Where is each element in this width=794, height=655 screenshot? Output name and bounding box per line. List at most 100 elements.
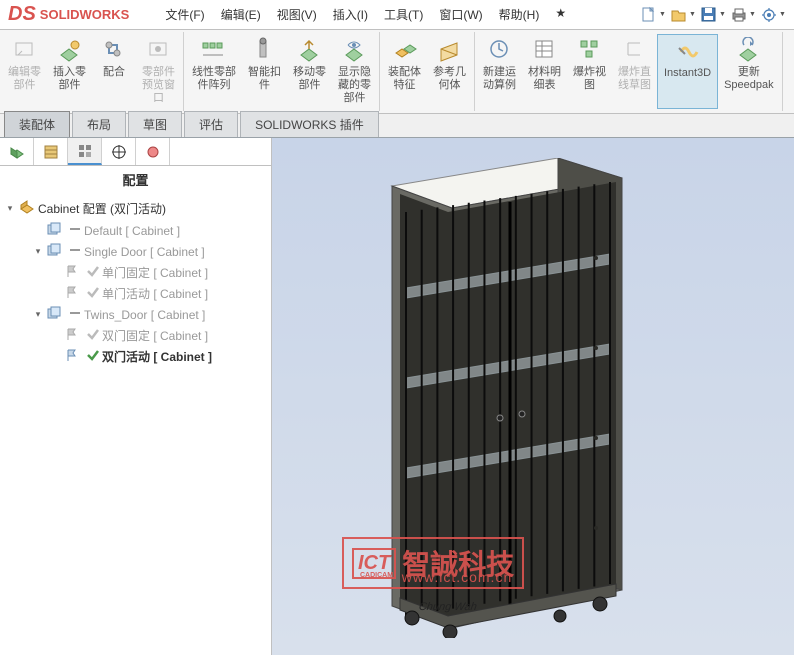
smart-icon xyxy=(251,36,279,64)
tree-item[interactable]: Default [ Cabinet ] xyxy=(4,220,267,241)
menu-7[interactable]: ★ xyxy=(547,6,574,23)
ribbon-group: 新建运动算例材料明细表爆炸视图爆炸直线草图 Instant3D 更新Speedpak xyxy=(475,32,783,111)
ribbon-label: 新建运动算例 xyxy=(483,66,516,92)
expline-icon xyxy=(621,36,649,64)
tab-草图[interactable]: 草图 xyxy=(128,111,182,137)
print-button[interactable]: ▼ xyxy=(728,2,758,28)
ribbon-label: 智能扣件 xyxy=(248,66,281,92)
ribbon-linear-button[interactable]: 线性零部件阵列 xyxy=(186,34,242,109)
asm-icon xyxy=(391,36,419,64)
tree-item[interactable]: ▾Twins_Door [ Cabinet ] xyxy=(4,304,267,325)
quick-access-toolbar: ▼ ▼ ▼ ▼ ▼ xyxy=(638,2,794,28)
tree-item[interactable]: 双门活动 [ Cabinet ] xyxy=(4,346,267,367)
ribbon-mate-button[interactable]: 配合 xyxy=(92,34,136,109)
showhide-icon xyxy=(341,36,369,64)
menu-3[interactable]: 插入(I) xyxy=(325,6,376,23)
tree-item[interactable]: 双门固定 [ Cabinet ] xyxy=(4,325,267,346)
ribbon-bom-button[interactable]: 材料明细表 xyxy=(522,34,567,109)
assembly-icon xyxy=(19,199,35,218)
ribbon-asm-button[interactable]: 装配体特征 xyxy=(382,34,427,109)
tab-评估[interactable]: 评估 xyxy=(184,111,238,137)
watermark: ICT CADICAM 智誠科技 www.ict.com.cn xyxy=(342,537,524,589)
ribbon-group: 编辑零部件插入零部件配合 零部件预览窗口 xyxy=(0,32,184,111)
edit-icon xyxy=(11,36,39,64)
tree-item[interactable]: 单门活动 [ Cabinet ] xyxy=(4,283,267,304)
panel-tab-assembly[interactable] xyxy=(0,138,34,165)
config-icon xyxy=(47,243,63,260)
config-icon xyxy=(47,222,63,239)
app-name: SOLIDWORKS xyxy=(40,7,130,22)
panel-tabs xyxy=(0,138,271,166)
ribbon-expline-button[interactable]: 爆炸直线草图 xyxy=(612,34,657,109)
refgeo-icon xyxy=(436,36,464,64)
options-button[interactable]: ▼ xyxy=(758,2,788,28)
tab-布局[interactable]: 布局 xyxy=(72,111,126,137)
ribbon-label: 更新Speedpak xyxy=(724,66,774,92)
watermark-logo: ICT CADICAM xyxy=(352,548,396,579)
panel-tab-config[interactable] xyxy=(68,138,102,165)
graphics-viewport[interactable]: Chung Wah ICT CADICAM 智誠科技 www.ict.com.c… xyxy=(272,138,794,655)
expand-icon[interactable]: ▾ xyxy=(32,309,44,320)
ribbon-label: 爆炸视图 xyxy=(573,66,606,92)
watermark-url: www.ict.com.cn xyxy=(402,569,512,585)
ribbon-group: 装配体特征参考几何体 xyxy=(380,32,475,111)
explode-icon xyxy=(576,36,604,64)
new-doc-button[interactable]: ▼ xyxy=(638,2,668,28)
ribbon-label: 编辑零部件 xyxy=(8,66,41,92)
ribbon-showhide-button[interactable]: 显示隐藏的零部件 xyxy=(332,34,377,109)
open-doc-button[interactable]: ▼ xyxy=(668,2,698,28)
ribbon-spk-button[interactable]: 更新Speedpak xyxy=(718,34,780,109)
tree-label: Single Door [ Cabinet ] xyxy=(84,245,205,259)
ribbon-smart-button[interactable]: 智能扣件 xyxy=(242,34,287,109)
config-tree: ▾ Cabinet 配置 (双门活动) Default [ Cabinet ]▾… xyxy=(0,193,271,371)
tab-SOLIDWORKS 插件[interactable]: SOLIDWORKS 插件 xyxy=(240,111,379,137)
ribbon-toolbar: 编辑零部件插入零部件配合 零部件预览窗口线性零部件阵列智能扣件移动零部件显示隐藏的… xyxy=(0,30,794,114)
ribbon-motion-button[interactable]: 新建运动算例 xyxy=(477,34,522,109)
ribbon-insert-button[interactable]: 插入零部件 xyxy=(47,34,92,109)
mate-icon xyxy=(100,36,128,64)
ribbon-preview-button[interactable]: 零部件预览窗口 xyxy=(136,34,181,109)
ribbon-label: 参考几何体 xyxy=(433,66,466,92)
panel-tab-appearance[interactable] xyxy=(136,138,170,165)
menu-0[interactable]: 文件(F) xyxy=(157,6,212,23)
tab-装配体[interactable]: 装配体 xyxy=(4,111,70,137)
menu-2[interactable]: 视图(V) xyxy=(269,6,325,23)
motion-icon xyxy=(486,36,514,64)
ribbon-label: 配合 xyxy=(103,66,125,79)
flag-icon xyxy=(65,327,81,344)
ribbon-label: Instant3D xyxy=(664,67,711,80)
panel-tab-target[interactable] xyxy=(102,138,136,165)
ribbon-explode-button[interactable]: 爆炸视图 xyxy=(567,34,612,109)
ribbon-label: 移动零部件 xyxy=(293,66,326,92)
flag-icon xyxy=(65,285,81,302)
tree-root[interactable]: ▾ Cabinet 配置 (双门活动) xyxy=(4,197,267,220)
flag-icon xyxy=(65,264,81,281)
flag-icon xyxy=(65,348,81,365)
insert-icon xyxy=(56,36,84,64)
expand-icon[interactable]: ▾ xyxy=(4,203,16,214)
menu-4[interactable]: 工具(T) xyxy=(376,6,431,23)
panel-tab-properties[interactable] xyxy=(34,138,68,165)
main-area: 配置 ▾ Cabinet 配置 (双门活动) Default [ Cabinet… xyxy=(0,138,794,655)
ribbon-label: 材料明细表 xyxy=(528,66,561,92)
ribbon-move-button[interactable]: 移动零部件 xyxy=(287,34,332,109)
save-button[interactable]: ▼ xyxy=(698,2,728,28)
menu-5[interactable]: 窗口(W) xyxy=(431,6,490,23)
panel-title: 配置 xyxy=(0,166,271,193)
menu-1[interactable]: 编辑(E) xyxy=(213,6,269,23)
ribbon-i3d-button[interactable]: Instant3D xyxy=(657,34,718,109)
expand-icon[interactable]: ▾ xyxy=(32,246,44,257)
menu-6[interactable]: 帮助(H) xyxy=(491,6,548,23)
ribbon-label: 装配体特征 xyxy=(388,66,421,92)
solidworks-logo-icon: DS xyxy=(8,3,36,26)
tree-item[interactable]: ▾ Single Door [ Cabinet ] xyxy=(4,241,267,262)
ribbon-refgeo-button[interactable]: 参考几何体 xyxy=(427,34,472,109)
tree-label: 单门活动 [ Cabinet ] xyxy=(102,285,208,302)
tree-label: 双门固定 [ Cabinet ] xyxy=(102,327,208,344)
tree-item[interactable]: 单门固定 [ Cabinet ] xyxy=(4,262,267,283)
ribbon-edit-button[interactable]: 编辑零部件 xyxy=(2,34,47,109)
main-menu: 文件(F)编辑(E)视图(V)插入(I)工具(T)窗口(W)帮助(H)★ xyxy=(157,6,574,23)
ribbon-label: 零部件预览窗口 xyxy=(142,66,175,105)
tree-label: 单门固定 [ Cabinet ] xyxy=(102,264,208,281)
i3d-icon xyxy=(674,37,702,65)
